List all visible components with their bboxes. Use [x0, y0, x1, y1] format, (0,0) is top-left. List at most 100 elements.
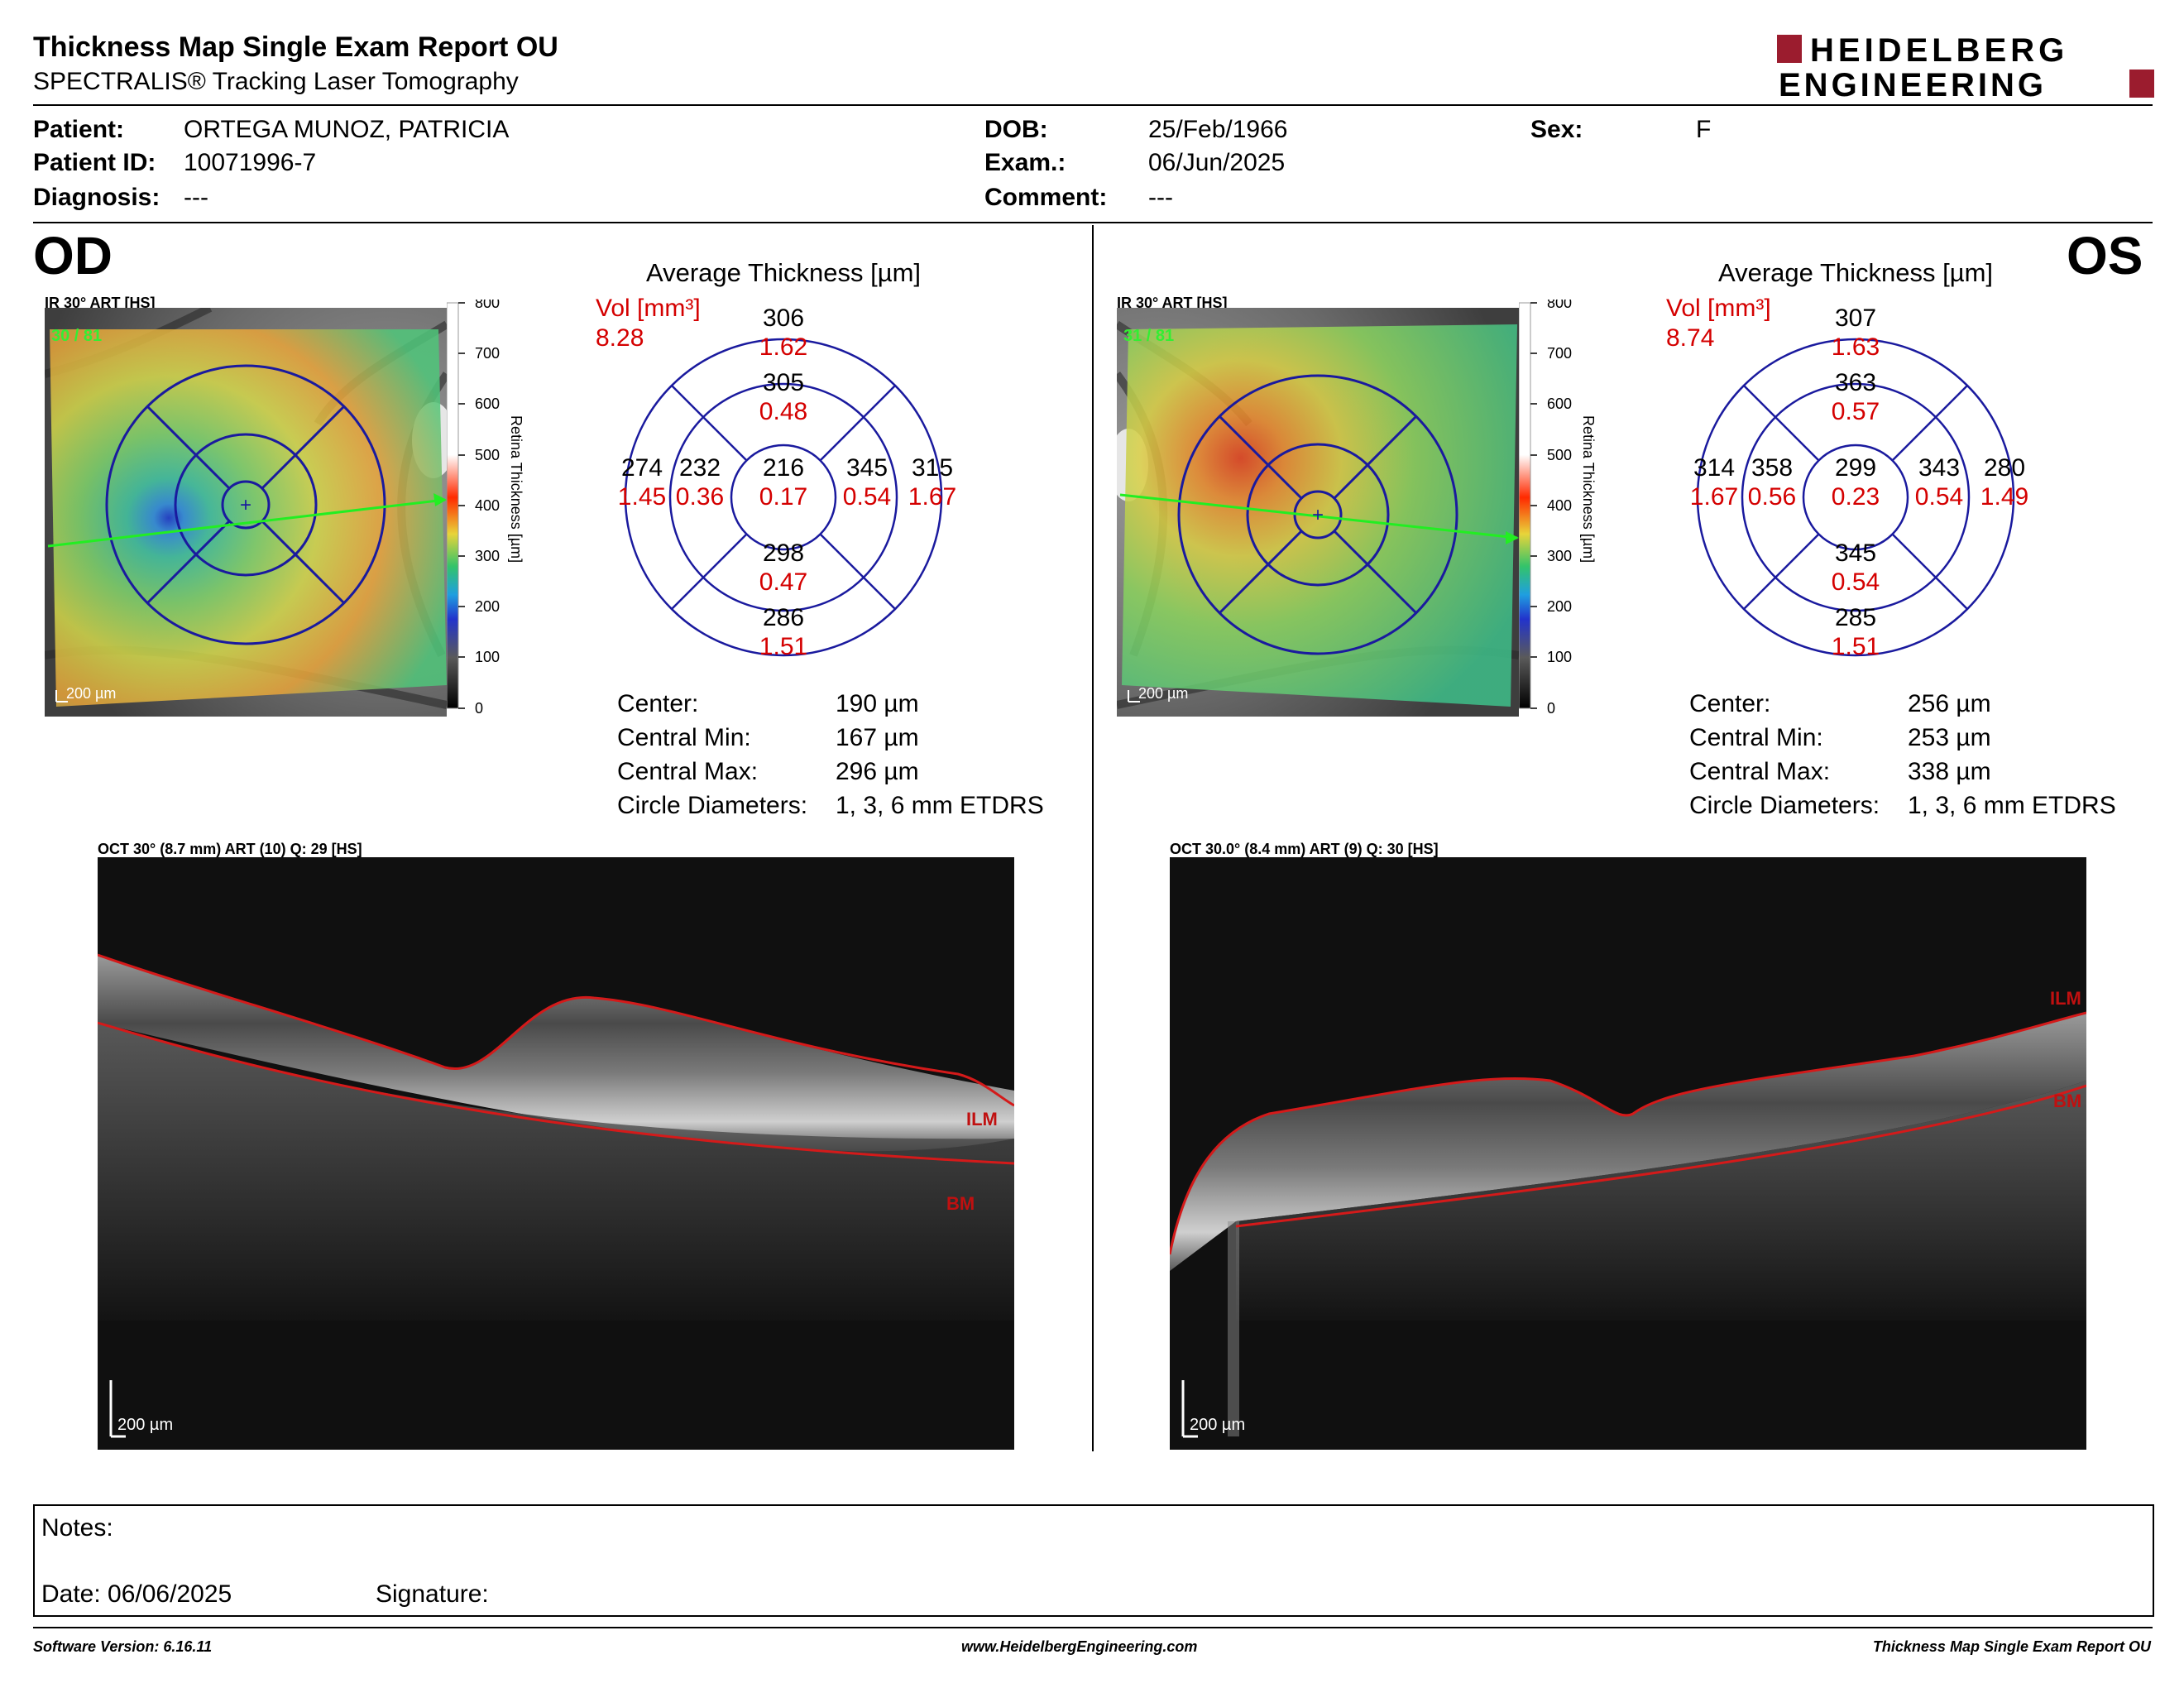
footer-divider [33, 1627, 2153, 1628]
od-inner-bottom-volume: 0.47 [759, 568, 807, 596]
patient-name: ORTEGA MUNOZ, PATRICIA [184, 116, 510, 143]
svg-text:200: 200 [1547, 598, 1572, 615]
od-outer-top-volume: 1.62 [759, 333, 807, 361]
od-thickness-map: + 30 / 81 200 µm [45, 308, 447, 717]
svg-text:600: 600 [475, 396, 500, 412]
od-stat-label: Central Min: [617, 724, 751, 751]
sex-label: Sex: [1530, 116, 1583, 143]
od-inner-top-volume: 0.48 [759, 398, 807, 425]
svg-text:800: 800 [475, 300, 500, 311]
od-map-scale: 200 µm [66, 685, 116, 702]
od-stat-label: Circle Diameters: [617, 792, 808, 819]
od-oct-label: OCT 30° (8.7 mm) ART (10) Q: 29 [HS] [98, 841, 362, 857]
website-link[interactable]: www.HeidelbergEngineering.com [961, 1638, 1198, 1655]
od-stat-label: Central Max: [617, 758, 759, 785]
signature-label: Signature: [376, 1580, 489, 1608]
od-oct-bscan: ILM BM 200 µm [98, 857, 1014, 1450]
od-outer-left-volume: 1.45 [618, 483, 666, 511]
od-stat-label: Center: [617, 690, 699, 717]
comment-value: --- [1148, 184, 1173, 211]
os-stat-value: 338 µm [1908, 758, 1991, 785]
od-inner-left-thickness: 232 [679, 454, 721, 482]
os-stat-value: 256 µm [1908, 690, 1991, 717]
os-map-scale: 200 µm [1138, 685, 1188, 702]
svg-text:400: 400 [475, 497, 500, 514]
od-vol-label: Vol [mm³] [596, 295, 701, 322]
od-colorbar: 800 700 600 500 400 300 200 100 0 Retina… [446, 295, 529, 717]
od-vol-value: 8.28 [596, 324, 644, 352]
eye-divider [1092, 225, 1094, 1451]
os-outer-right-thickness: 280 [1984, 454, 2025, 482]
od-colorbar-label: Retina Thickness [µm] [508, 415, 524, 563]
info-divider [33, 222, 2153, 223]
svg-text:600: 600 [1547, 396, 1572, 412]
os-stat-label: Central Max: [1689, 758, 1831, 785]
od-ilm-label: ILM [966, 1109, 998, 1129]
os-center-volume: 0.23 [1832, 483, 1880, 511]
od-stat-value: 190 µm [836, 690, 919, 717]
svg-text:100: 100 [475, 649, 500, 665]
svg-text:500: 500 [1547, 447, 1572, 463]
os-thickness-map: + 31 / 81 200 µm [1117, 308, 1519, 717]
os-stats: Center: 256 µm Central Min: 253 µm Central… [1689, 687, 2116, 822]
od-stat-value: 296 µm [836, 758, 919, 785]
os-avg-title: Average Thickness [µm] [1718, 258, 1993, 287]
os-stat-value: 253 µm [1908, 724, 1991, 751]
report-subtitle: SPECTRALIS® Tracking Laser Tomography [33, 68, 519, 95]
os-vol-label: Vol [mm³] [1666, 295, 1771, 322]
svg-text:0: 0 [1547, 700, 1555, 713]
heidelberg-logo: HEIDELBERG ENGINEERING [1777, 31, 2154, 103]
od-stat-value: 1, 3, 6 mm ETDRS [836, 792, 1044, 819]
svg-text:800: 800 [1547, 300, 1572, 311]
svg-text:100: 100 [1547, 649, 1572, 665]
os-center-thickness: 299 [1835, 454, 1876, 482]
od-outer-bottom-thickness: 286 [763, 604, 804, 631]
od-outer-right-thickness: 315 [912, 454, 953, 482]
dob-value: 25/Feb/1966 [1148, 116, 1288, 143]
comment-label: Comment: [984, 184, 1108, 211]
od-oct-scale: 200 µm [117, 1416, 173, 1434]
os-outer-top-volume: 1.63 [1832, 333, 1880, 361]
os-stat-label: Center: [1689, 690, 1771, 717]
svg-text:0: 0 [475, 700, 483, 713]
os-inner-top-thickness: 363 [1835, 369, 1876, 396]
svg-text:700: 700 [475, 345, 500, 362]
os-oct-scale: 200 µm [1190, 1416, 1245, 1434]
header-divider [33, 104, 2153, 106]
os-outer-bottom-volume: 1.51 [1832, 633, 1880, 660]
os-inner-right-thickness: 343 [1918, 454, 1960, 482]
svg-text:+: + [1312, 504, 1324, 526]
od-etdrs-chart: Average Thickness [µm] Vol [mm³] 8.28 30… [579, 248, 1092, 670]
od-label: OD [33, 226, 113, 285]
od-ir-label: IR 30° ART [HS] [45, 295, 156, 311]
od-center-thickness: 216 [763, 454, 804, 482]
os-outer-left-thickness: 314 [1693, 454, 1735, 482]
od-inner-bottom-thickness: 298 [763, 539, 804, 567]
os-inner-bottom-thickness: 345 [1835, 539, 1876, 567]
os-colorbar: 800 700 600 500 400 300 200 100 0 Retina… [1518, 295, 1602, 717]
os-ir-label: IR 30° ART [HS] [1117, 295, 1228, 311]
os-stat-label: Central Min: [1689, 724, 1823, 751]
patient-label: Patient: [33, 116, 125, 143]
dob-label: DOB: [984, 116, 1048, 143]
od-avg-title: Average Thickness [µm] [646, 258, 921, 287]
od-stats: Center: 190 µm Central Min: 167 µm Central… [617, 687, 1044, 822]
os-oct-label: OCT 30.0° (8.4 mm) ART (9) Q: 30 [HS] [1170, 841, 1439, 857]
os-inner-bottom-volume: 0.54 [1832, 568, 1880, 596]
software-version: Software Version: 6.16.11 [33, 1638, 213, 1655]
footer-report-title: Thickness Map Single Exam Report OU [1872, 1638, 2151, 1655]
os-outer-bottom-thickness: 285 [1835, 604, 1876, 631]
notes-box[interactable]: Notes: Date: 06/06/2025 Signature: [33, 1504, 2154, 1617]
os-outer-top-thickness: 307 [1835, 305, 1876, 332]
od-outer-top-thickness: 306 [763, 305, 804, 332]
od-stat-value: 167 µm [836, 724, 919, 751]
os-ir-counter: 31 / 81 [1123, 327, 1174, 345]
svg-text:700: 700 [1547, 345, 1572, 362]
svg-text:300: 300 [1547, 548, 1572, 564]
os-inner-left-thickness: 358 [1751, 454, 1793, 482]
exam-label: Exam.: [984, 149, 1066, 176]
os-vol-value: 8.74 [1666, 324, 1714, 352]
os-colorbar-label: Retina Thickness [µm] [1580, 415, 1597, 563]
od-outer-right-volume: 1.67 [908, 483, 956, 511]
os-outer-left-volume: 1.67 [1690, 483, 1738, 511]
